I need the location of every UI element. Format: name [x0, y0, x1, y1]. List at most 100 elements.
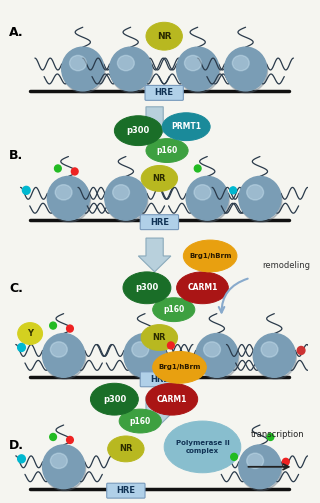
Ellipse shape	[177, 47, 219, 91]
Text: remodeling: remodeling	[262, 261, 310, 270]
Ellipse shape	[204, 342, 220, 357]
Ellipse shape	[91, 383, 138, 415]
Ellipse shape	[239, 445, 281, 489]
Ellipse shape	[44, 447, 86, 490]
Ellipse shape	[124, 333, 166, 377]
Circle shape	[50, 322, 56, 329]
Text: HRE: HRE	[116, 486, 135, 495]
Text: transcription: transcription	[250, 430, 304, 439]
Text: p160: p160	[156, 146, 178, 155]
Text: CARM1: CARM1	[187, 283, 218, 292]
Circle shape	[168, 354, 174, 361]
Text: p160: p160	[130, 416, 151, 426]
Ellipse shape	[117, 55, 134, 71]
Ellipse shape	[108, 436, 144, 462]
Circle shape	[22, 187, 30, 194]
Ellipse shape	[232, 55, 249, 71]
FancyBboxPatch shape	[145, 86, 183, 100]
Ellipse shape	[186, 177, 228, 220]
Ellipse shape	[114, 116, 162, 145]
Ellipse shape	[240, 447, 282, 490]
FancyBboxPatch shape	[140, 215, 179, 230]
Ellipse shape	[196, 333, 238, 377]
Circle shape	[230, 187, 236, 194]
Ellipse shape	[119, 409, 161, 433]
Ellipse shape	[226, 49, 268, 93]
Ellipse shape	[254, 336, 296, 379]
Text: HRE: HRE	[150, 375, 169, 384]
Ellipse shape	[187, 179, 229, 222]
Text: NR: NR	[119, 445, 132, 453]
Text: HRE: HRE	[150, 218, 169, 227]
Ellipse shape	[146, 139, 188, 162]
Ellipse shape	[164, 421, 241, 473]
Ellipse shape	[240, 179, 282, 222]
Ellipse shape	[51, 453, 67, 468]
Circle shape	[67, 325, 73, 332]
Ellipse shape	[247, 453, 264, 468]
Ellipse shape	[43, 333, 85, 377]
Circle shape	[54, 165, 61, 172]
Text: x: x	[281, 356, 287, 365]
Ellipse shape	[106, 179, 148, 222]
Ellipse shape	[177, 272, 228, 304]
Ellipse shape	[113, 185, 130, 200]
Text: p300: p300	[103, 395, 126, 404]
Circle shape	[283, 458, 289, 465]
Ellipse shape	[110, 49, 153, 93]
Ellipse shape	[69, 55, 86, 71]
Text: D.: D.	[9, 439, 24, 452]
Ellipse shape	[253, 333, 295, 377]
Text: B.: B.	[9, 148, 23, 161]
Ellipse shape	[153, 352, 206, 383]
Text: HRE: HRE	[155, 89, 174, 98]
Ellipse shape	[44, 336, 86, 379]
Circle shape	[67, 437, 73, 444]
FancyBboxPatch shape	[140, 372, 179, 387]
Ellipse shape	[141, 324, 178, 351]
Ellipse shape	[239, 177, 281, 220]
Ellipse shape	[18, 322, 43, 345]
Ellipse shape	[123, 272, 171, 304]
Circle shape	[50, 434, 56, 441]
Circle shape	[297, 347, 305, 355]
Ellipse shape	[132, 342, 149, 357]
Text: Polymerase II: Polymerase II	[176, 440, 229, 446]
Circle shape	[71, 168, 78, 175]
Text: NR: NR	[157, 32, 172, 41]
Text: NR: NR	[153, 333, 166, 342]
Text: p300: p300	[127, 126, 150, 135]
Ellipse shape	[63, 49, 105, 93]
Ellipse shape	[247, 185, 264, 200]
Ellipse shape	[125, 336, 167, 379]
Ellipse shape	[48, 179, 91, 222]
Circle shape	[267, 434, 274, 441]
Text: complex: complex	[186, 448, 219, 454]
Ellipse shape	[146, 22, 182, 50]
Ellipse shape	[183, 240, 237, 272]
Circle shape	[18, 344, 25, 352]
Ellipse shape	[55, 185, 72, 200]
Text: NR: NR	[153, 174, 166, 183]
Ellipse shape	[141, 165, 178, 191]
Ellipse shape	[225, 47, 267, 91]
Ellipse shape	[184, 55, 201, 71]
Circle shape	[231, 453, 237, 460]
Ellipse shape	[146, 383, 198, 415]
Text: CARM1: CARM1	[157, 395, 187, 404]
Ellipse shape	[162, 113, 210, 141]
Text: C.: C.	[9, 282, 23, 295]
Ellipse shape	[261, 342, 278, 357]
Ellipse shape	[51, 342, 67, 357]
Ellipse shape	[197, 336, 239, 379]
Ellipse shape	[47, 177, 90, 220]
Ellipse shape	[153, 298, 195, 321]
Text: Brg1/hBrm: Brg1/hBrm	[158, 364, 201, 370]
Ellipse shape	[62, 47, 104, 91]
Text: p160: p160	[163, 305, 184, 314]
Circle shape	[168, 342, 174, 349]
Text: Brg1/hBrm: Brg1/hBrm	[189, 253, 231, 259]
FancyArrow shape	[138, 238, 171, 272]
Ellipse shape	[178, 49, 220, 93]
FancyBboxPatch shape	[107, 483, 145, 498]
